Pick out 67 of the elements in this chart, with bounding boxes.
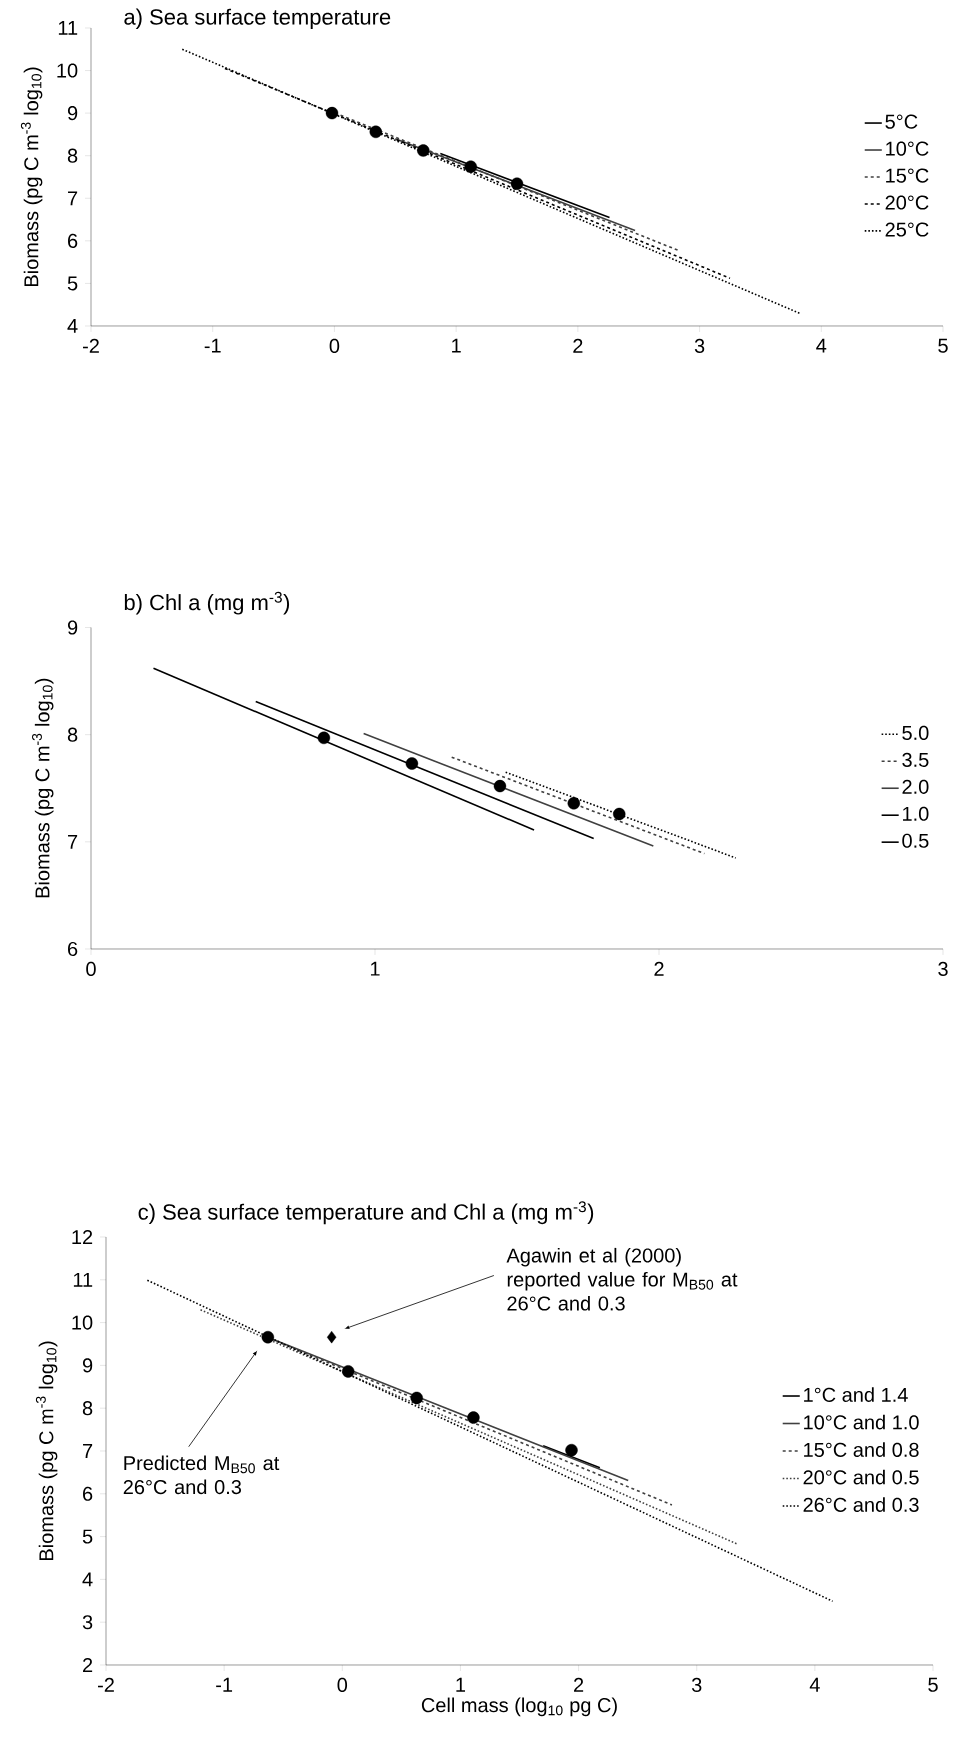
y-tick-label: 11	[73, 1272, 93, 1287]
y-tick-label: 7	[68, 191, 78, 206]
y-tick-label: 6	[83, 1486, 93, 1501]
legend-label: 20°C	[885, 195, 929, 210]
y-tick-label: 9	[67, 620, 78, 635]
legend-label: 10°C and 1.0	[804, 1414, 919, 1430]
x-tick-label: 5	[928, 1677, 938, 1692]
y-tick-label: 8	[82, 1401, 93, 1416]
x-tick-label: 3	[691, 1677, 702, 1693]
y-tick-label: 12	[72, 1230, 93, 1244]
y-tick-label: 8	[67, 148, 78, 163]
x-tick-label: 1	[456, 1677, 466, 1692]
legend-label: 5.0	[902, 725, 929, 740]
x-tick-label: 2	[573, 338, 583, 353]
x-tick-label: 1	[370, 961, 380, 976]
x-tick-label: 3	[938, 961, 948, 977]
x-tick-label: -2	[83, 338, 99, 353]
legend-label: 0.5	[902, 833, 929, 848]
legend-label: 15°C	[886, 168, 929, 183]
y-tick-label: 6	[68, 941, 78, 957]
legend-label: 3.5	[902, 752, 929, 767]
y-tick-label: 6	[68, 233, 78, 248]
y-tick-label: 7	[68, 834, 78, 849]
legend-label: 1.0	[903, 806, 929, 821]
legend-label: 5°C	[885, 114, 918, 129]
chart-title: a) Sea surface temperature	[124, 8, 391, 30]
y-tick-label: 5	[67, 276, 78, 291]
y-axis-title: Biomass (pg C m$^{-3}$ log$_{10}$)	[35, 1341, 58, 1560]
legend-label: 1°C and 1.4	[804, 1387, 908, 1402]
x-tick-label: 5	[938, 338, 948, 353]
x-axis-title: Cell mass (log$_{10}$ pg C)	[421, 1697, 617, 1717]
y-tick-label: 7	[83, 1444, 93, 1458]
y-tick-label: 10	[72, 1315, 93, 1330]
x-tick-label: 2	[574, 1677, 584, 1692]
y-tick-label: 3	[82, 1615, 93, 1630]
legend-label: 15°C and 0.8	[804, 1442, 919, 1457]
x-tick-label: 4	[809, 1677, 820, 1692]
x-tick-label: -2	[98, 1677, 114, 1692]
y-tick-label: 2	[83, 1658, 93, 1672]
text: Predicted M$_{B50}$ at 26°C and 0.3	[123, 1455, 280, 1495]
legend-label: 2.0	[902, 779, 929, 794]
x-tick-label: 3	[694, 338, 705, 353]
legend-label: 10°C	[886, 141, 929, 156]
y-tick-label: 11	[58, 21, 78, 35]
y-tick-label: 9	[67, 106, 78, 121]
y-tick-label: 9	[82, 1358, 93, 1373]
x-tick-label: 0	[329, 338, 340, 353]
x-tick-label: 0	[86, 961, 96, 977]
y-tick-label: 10	[57, 63, 78, 78]
chart-title: b) Chl a (mg m$^{-3}$)	[124, 591, 290, 615]
y-axis-title: Biomass (pg C m$^{-3}$ log$_{10}$)	[20, 67, 43, 286]
y-tick-label: 8	[67, 727, 78, 742]
x-tick-label: -1	[204, 338, 221, 353]
y-axis-title: Biomass (pg C m$^{-3}$ log$_{10}$)	[32, 678, 54, 898]
x-tick-label: 0	[337, 1677, 348, 1693]
x-tick-label: -1	[216, 1677, 233, 1692]
x-tick-label: 1	[452, 338, 461, 353]
legend-label: 20°C and 0.5	[803, 1469, 919, 1485]
y-tick-label: 5	[82, 1529, 93, 1544]
legend-label: 25°C	[885, 222, 929, 237]
chart-title: c) Sea surface temperature and Chl a (mg m$^{-3}$)	[138, 1201, 594, 1225]
legend-label: 26°C and 0.3	[803, 1497, 919, 1512]
y-tick-label: 4	[82, 1572, 93, 1587]
x-tick-label: 4	[816, 338, 827, 353]
text: Agawin et al (2000) reported value for M$_{B50}$ at 26°C and 0.3	[506, 1247, 738, 1311]
y-tick-label: 4	[67, 319, 78, 333]
x-tick-label: 2	[654, 961, 664, 976]
